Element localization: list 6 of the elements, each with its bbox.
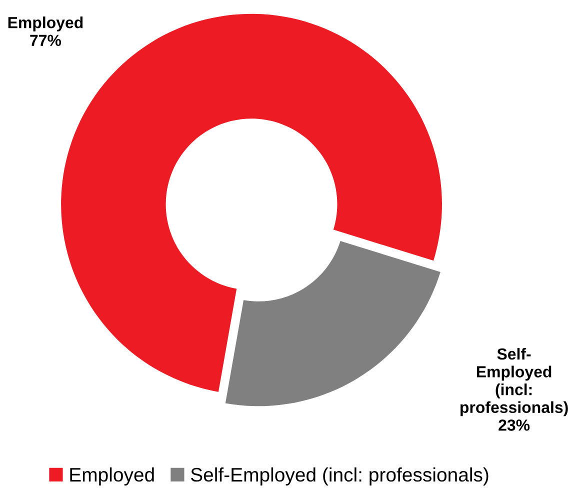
slice-label: Self-Employed (incl: professionals): [460, 348, 568, 416]
slice-label: Employed: [8, 16, 83, 32]
legend-label: Self-Employed (incl: professionals): [190, 467, 488, 486]
data-label: 23%: [498, 419, 530, 431]
legend-label: Employed: [70, 467, 154, 486]
data-label: 77%: [30, 34, 62, 46]
